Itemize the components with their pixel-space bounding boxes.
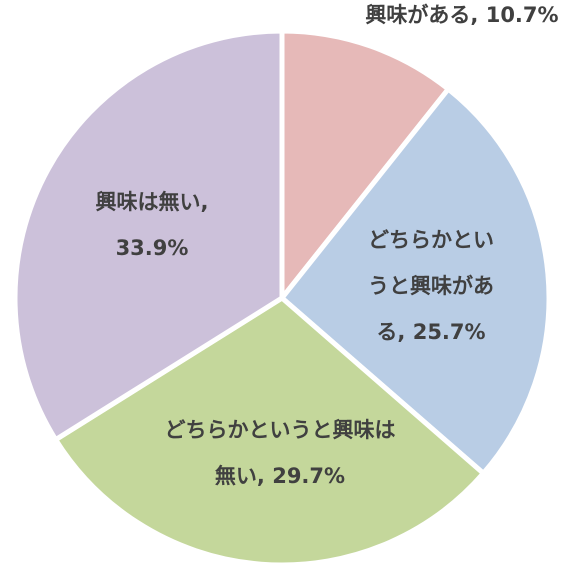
data-label-3-line-1: どちらかというと興味は [165,418,396,442]
data-label-2-line-2: うと興味があ [368,274,494,298]
data-labels: 興味がある, 10.7%どちらかというと興味がある, 25.7%どちらかというと… [96,3,559,488]
pie-slice-1 [279,28,452,306]
pie-slices [12,28,552,568]
data-label-4-line-2: 33.9% [116,236,189,260]
data-label-2-line-3: る, 25.7% [376,320,485,344]
data-label-1-line-1: 興味がある, 10.7% [365,3,558,27]
data-label-3: どちらかというと興味は無い, 29.7% [165,418,396,488]
pie-slice-4 [12,28,285,444]
data-label-2-line-1: どちらかとい [368,228,494,252]
data-label-3-line-2: 無い, 29.7% [215,464,345,488]
pie-slice-3 [52,294,487,568]
data-label-4-line-1: 興味は無い, [96,190,209,214]
data-label-2: どちらかというと興味がある, 25.7% [368,228,494,344]
data-label-1: 興味がある, 10.7% [365,3,558,27]
data-label-4: 興味は無い, 33.9% [96,190,209,260]
pie-slice-2 [278,85,552,477]
